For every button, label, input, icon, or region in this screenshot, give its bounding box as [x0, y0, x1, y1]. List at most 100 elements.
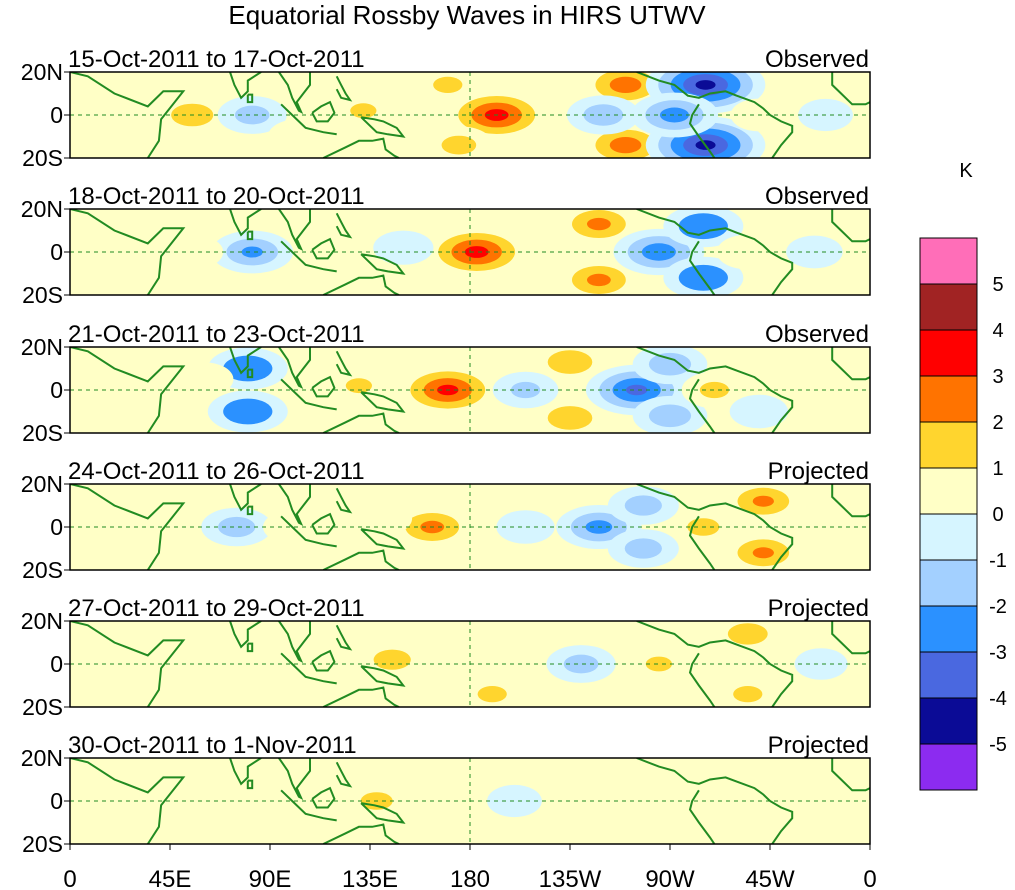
colorbar-swatch: [919, 237, 978, 285]
contour-shade: [487, 784, 542, 818]
colorbar-label: 1: [992, 458, 1003, 480]
colorbar-swatch: [919, 283, 978, 331]
contour-shade: [583, 104, 624, 126]
colorbar-swatch: [919, 605, 978, 653]
lat-tick-label: 20N: [21, 196, 63, 222]
contour-shade: [510, 381, 541, 399]
panel-status: Projected: [768, 595, 869, 622]
anomaly-feature: [414, 72, 481, 104]
lat-tick-label: 20N: [21, 471, 63, 497]
x-axis: 0 45E 90E 135E 180 135W 90W 45W 0: [63, 844, 877, 890]
colorbar-swatch: [919, 743, 978, 791]
lon-tick-label: 45W: [745, 866, 795, 890]
lat-tick-label: 0: [50, 788, 63, 814]
contour-shade: [586, 273, 611, 287]
panel-date-range: 18-Oct-2011 to 20-Oct-2011: [68, 183, 365, 210]
colorbar-swatch: [919, 421, 978, 469]
chart-title: Equatorial Rossby Waves in HIRS UTWV: [228, 0, 706, 30]
anomaly-feature: [722, 484, 805, 523]
anomaly-feature: [326, 367, 391, 404]
anomaly-feature: [711, 621, 785, 654]
panel-6: 20N 0 20S 30-Oct-2011 to 1-Nov-2011 Projecte…: [21, 732, 871, 857]
anomaly-feature: [496, 510, 555, 544]
anomaly-feature: [217, 96, 287, 134]
contour-shade: [609, 76, 642, 93]
colorbar-swatch: [919, 329, 978, 377]
contour-shade: [223, 398, 273, 425]
anomaly-feature: [626, 646, 691, 682]
anomaly-feature: [264, 802, 320, 835]
colorbar-units: K: [959, 160, 973, 182]
contour-shade: [695, 80, 716, 90]
contour-shade: [699, 381, 730, 399]
anomaly-feature: [607, 486, 679, 525]
anomaly-feature: [175, 647, 232, 681]
lon-tick-label: 135W: [539, 866, 602, 890]
anomaly-feature: [531, 397, 609, 433]
panel-date-range: 30-Oct-2011 to 1-Nov-2011: [68, 732, 357, 759]
contour-shade: [625, 384, 648, 396]
coastline: [70, 621, 870, 707]
colorbar: K 5 4 3 2 1 0 -1 -2 -3 -4 -5: [919, 160, 1007, 791]
anomaly-feature: [211, 230, 294, 274]
anomaly-feature: [557, 209, 641, 246]
contour-shade: [648, 352, 692, 376]
panel-status: Observed: [765, 321, 869, 348]
anomaly-feature: [632, 395, 708, 433]
contour-shade: [547, 350, 593, 374]
anomaly-feature: [531, 347, 609, 383]
colorbar-swatch: [919, 375, 978, 423]
panel-5: 20N 0 20S 27-Oct-2011 to 29-Oct-2011 Project…: [21, 595, 871, 720]
colorbar-swatch: [919, 467, 978, 515]
anomaly-feature: [492, 371, 559, 409]
anomaly-feature: [714, 675, 781, 707]
contour-shade: [678, 264, 728, 291]
lon-tick-label: 90E: [249, 866, 292, 890]
contour-shade: [727, 623, 768, 645]
contour-shade: [624, 495, 662, 516]
colorbar-label: 0: [992, 504, 1003, 526]
lon-tick-label: 45E: [149, 866, 192, 890]
anomaly-feature: [350, 500, 413, 536]
contour-shade: [678, 213, 728, 240]
contour-shade: [718, 762, 777, 797]
contour-shade: [729, 394, 789, 429]
contour-shade: [350, 500, 413, 536]
panel-4: 20N 0 20S 24-Oct-2011 to 26-Oct-2011 Project…: [21, 458, 871, 583]
contour-shade: [733, 686, 763, 703]
contour-shade: [547, 406, 593, 430]
colorbar-label: 3: [992, 366, 1003, 388]
colorbar-swatch: [919, 559, 978, 607]
coastline: [70, 347, 870, 433]
contour-shade: [173, 362, 234, 397]
coastline: [70, 758, 870, 844]
anomaly-feature: [424, 126, 494, 158]
colorbar-label: 2: [992, 412, 1003, 434]
anomaly-feature: [794, 648, 848, 680]
lat-tick-label: 20N: [21, 608, 63, 634]
anomaly-feature: [207, 390, 288, 433]
lat-tick-label: 20S: [22, 420, 63, 446]
lat-tick-label: 20S: [22, 145, 63, 171]
lat-tick-label: 0: [50, 102, 63, 128]
contour-shade: [609, 137, 642, 154]
anomaly-feature: [173, 362, 234, 397]
contour-shade: [477, 686, 507, 703]
panel-date-range: 15-Oct-2011 to 17-Oct-2011: [68, 46, 365, 73]
contour-shade: [218, 516, 256, 538]
lat-tick-label: 20N: [21, 59, 63, 85]
anomaly-feature: [566, 95, 640, 135]
panel-3: 20N 0 20S 21-Oct-2011 to 23-Oct-2011 Observe…: [21, 321, 871, 446]
contour-shade: [176, 785, 230, 817]
anomaly-feature: [632, 347, 708, 385]
anomaly-feature: [487, 784, 542, 818]
contour-shade: [563, 654, 599, 674]
contour-shade: [659, 107, 689, 123]
anomaly-feature: [557, 258, 641, 295]
anomaly-feature: [663, 256, 744, 295]
anomaly-feature: [356, 640, 428, 679]
anomaly-feature: [424, 226, 529, 278]
lon-tick-label: 180: [450, 866, 490, 890]
panel-date-range: 27-Oct-2011 to 29-Oct-2011: [68, 595, 365, 622]
contour-shade: [752, 547, 774, 559]
